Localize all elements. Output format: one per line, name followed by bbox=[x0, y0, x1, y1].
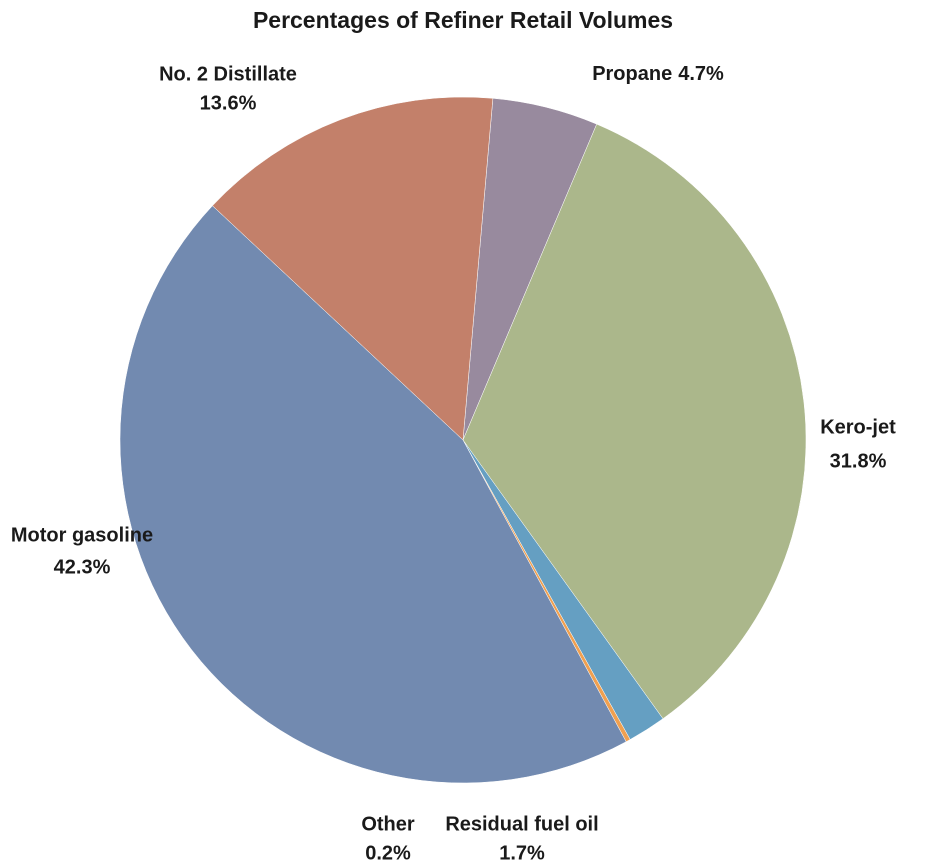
value-label: 13.6% bbox=[200, 92, 257, 114]
value-label: 42.3% bbox=[54, 556, 111, 578]
category-label: No. 2 Distillate bbox=[159, 63, 297, 85]
category-label: Motor gasoline bbox=[11, 524, 153, 546]
pie-slice bbox=[119, 205, 627, 784]
value-label: 31.8% bbox=[830, 450, 887, 472]
category-label: Propane bbox=[592, 63, 672, 85]
value-label: 4.7% bbox=[678, 63, 724, 85]
value-label: 0.2% bbox=[365, 842, 411, 864]
category-label: Other bbox=[361, 813, 415, 835]
value-label: 1.7% bbox=[499, 842, 545, 864]
pie-slice bbox=[212, 96, 494, 441]
slice-label: Propane 4.7% bbox=[592, 63, 724, 85]
chart-title: Percentages of Refiner Retail Volumes bbox=[253, 7, 673, 33]
category-label: Residual fuel oil bbox=[445, 813, 598, 835]
category-label: Kero-jet bbox=[820, 416, 896, 438]
pie-slice bbox=[462, 123, 807, 720]
